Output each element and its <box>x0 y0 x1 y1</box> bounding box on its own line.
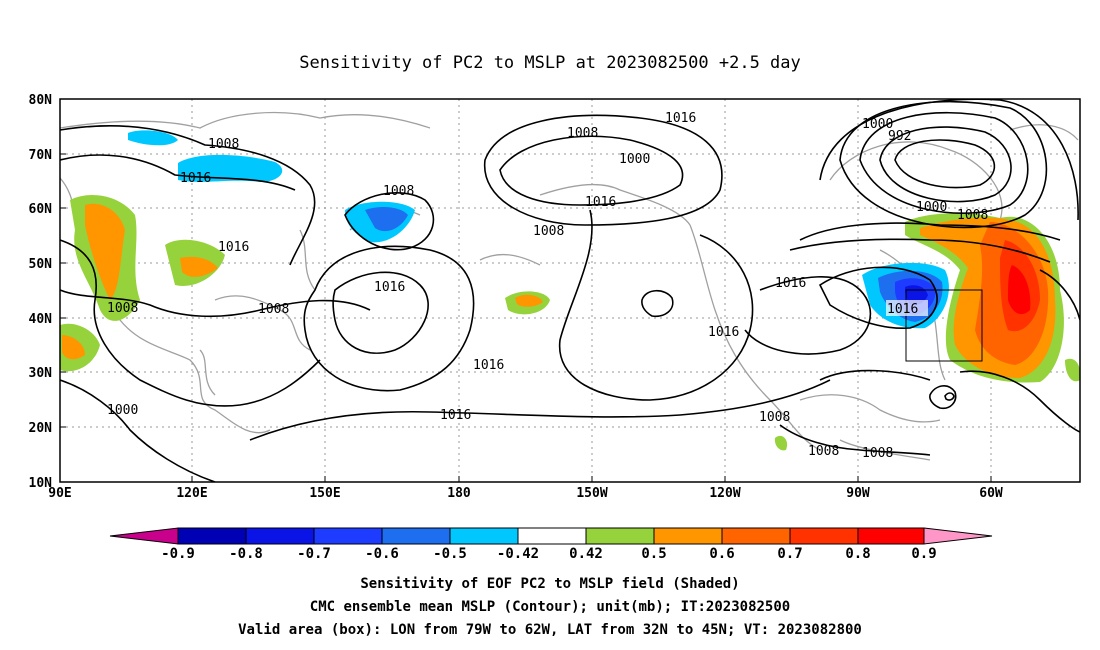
colorbar-swatch <box>857 527 925 545</box>
colorbar-swatch <box>721 527 791 545</box>
contour-label: 992 <box>888 129 911 144</box>
colorbar-label: -0.42 <box>497 546 539 562</box>
contour-label: 1016 <box>708 325 739 340</box>
colorbar-label: 0.7 <box>777 546 802 562</box>
contour-label: 1000 <box>862 117 893 132</box>
colorbar-swatch <box>449 527 519 545</box>
lon-label: 150E <box>309 486 340 501</box>
captions: Sensitivity of EOF PC2 to MSLP field (Sh… <box>238 576 862 638</box>
lon-label: 120E <box>176 486 207 501</box>
contour-label: 1008 <box>383 184 414 199</box>
contour-label: 1008 <box>107 301 138 316</box>
contour-labels: 1008 1016 1008 1016 1008 1008 1000 1016 … <box>107 111 988 461</box>
colorbar-label: -0.8 <box>229 546 263 562</box>
gridlines <box>60 99 1080 482</box>
lat-label: 30N <box>29 366 53 381</box>
shade-positive-deepred-atlantic <box>1008 265 1031 315</box>
latitude-axis: 80N 70N 60N 50N 40N 30N 20N 10N <box>29 93 66 491</box>
caption-line: Valid area (box): LON from 79W to 62W, L… <box>238 622 862 638</box>
contour-label: 1000 <box>619 152 650 167</box>
colorbar-label: 0.8 <box>845 546 870 562</box>
colorbar-label: 0.6 <box>709 546 734 562</box>
shade-negative-cyan-siberia <box>178 154 283 182</box>
shade-positive-green-gulf <box>1065 358 1080 382</box>
colorbar-swatch <box>381 527 451 545</box>
contour-label: 1008 <box>808 444 839 459</box>
lat-label: 80N <box>29 93 53 108</box>
lat-label: 10N <box>29 476 53 491</box>
sensitivity-shading <box>60 130 1080 451</box>
colorbar-swatch <box>517 527 587 545</box>
contour-label: 1000 <box>107 403 138 418</box>
contour-label: 1000 <box>916 200 947 215</box>
contour-label: 1008 <box>533 224 564 239</box>
lat-label: 50N <box>29 257 53 272</box>
colorbar-swatch <box>789 527 859 545</box>
contour-label: 1008 <box>957 208 988 223</box>
mslp-contours <box>60 99 1080 482</box>
contour-label: 1008 <box>862 446 893 461</box>
contour-label: 1008 <box>258 302 289 317</box>
map-frame <box>59 98 1081 483</box>
shade-positive-orange-china <box>180 256 218 277</box>
colorbar-label: -0.9 <box>161 546 195 562</box>
colorbar-cap-high <box>923 527 993 545</box>
colorbar-label: 0.42 <box>569 546 603 562</box>
label-1016-box <box>886 300 928 316</box>
colorbar-swatch <box>653 527 723 545</box>
contour-label: 1016 <box>585 195 616 210</box>
colorbar-label: -0.7 <box>297 546 331 562</box>
shade-positive-orange-south <box>62 335 85 360</box>
lon-label: 90E <box>48 486 71 501</box>
valid-area-box <box>905 289 983 362</box>
shade-negative-cyan-arctic <box>128 130 178 146</box>
colorbar-swatch <box>313 527 383 545</box>
colorbar-swatch <box>585 527 655 545</box>
shade-negative-blue-kamchatka <box>365 207 408 232</box>
contour-label: 1016 <box>473 358 504 373</box>
caption-line: CMC ensemble mean MSLP (Contour); unit(m… <box>310 599 790 615</box>
shade-positive-green-caribbean <box>774 435 788 451</box>
contour-label-1016-box: 1016 <box>887 302 918 317</box>
lon-label: 60W <box>979 486 1003 501</box>
longitude-axis: 90E 120E 150E 180 150W 120W 90W 60W <box>48 476 1003 501</box>
contour-label: 1016 <box>775 276 806 291</box>
lat-label: 20N <box>29 421 53 436</box>
lon-label: 150W <box>576 486 607 501</box>
contour-label: 1008 <box>567 126 598 141</box>
contour-label: 1008 <box>208 137 239 152</box>
colorbar-label: 0.9 <box>911 546 936 562</box>
shade-positive-orange-pacific <box>515 294 543 307</box>
colorbar-label: 0.5 <box>641 546 666 562</box>
colorbar-label: -0.6 <box>365 546 399 562</box>
valid-area-box-outline <box>905 289 983 362</box>
contour-label: 1016 <box>440 408 471 423</box>
colorbar-label: -0.5 <box>433 546 467 562</box>
lon-label: 120W <box>709 486 740 501</box>
colorbar-cap-low <box>109 527 179 545</box>
lon-label: 90W <box>846 486 870 501</box>
map-panel: 1008 1016 1008 1016 1008 1008 1000 1016 … <box>29 93 1081 501</box>
contour-label: 1008 <box>759 410 790 425</box>
shade-positive-orange-west <box>85 203 125 300</box>
contour-label: 1016 <box>374 280 405 295</box>
contour-label: 1016 <box>180 171 211 186</box>
colorbar: -0.9 -0.8 -0.7 -0.6 -0.5 -0.42 0.42 0.5 … <box>109 527 993 562</box>
lon-label: 180 <box>447 486 471 501</box>
figure-title: Sensitivity of PC2 to MSLP at 2023082500… <box>299 53 801 73</box>
lat-label: 60N <box>29 202 53 217</box>
contour-label: 1016 <box>218 240 249 255</box>
colorbar-swatch <box>177 527 247 545</box>
caption-line: Sensitivity of EOF PC2 to MSLP field (Sh… <box>360 576 739 592</box>
contour-label: 1016 <box>665 111 696 126</box>
colorbar-swatch <box>245 527 315 545</box>
lat-label: 40N <box>29 312 53 327</box>
lat-label: 70N <box>29 148 53 163</box>
